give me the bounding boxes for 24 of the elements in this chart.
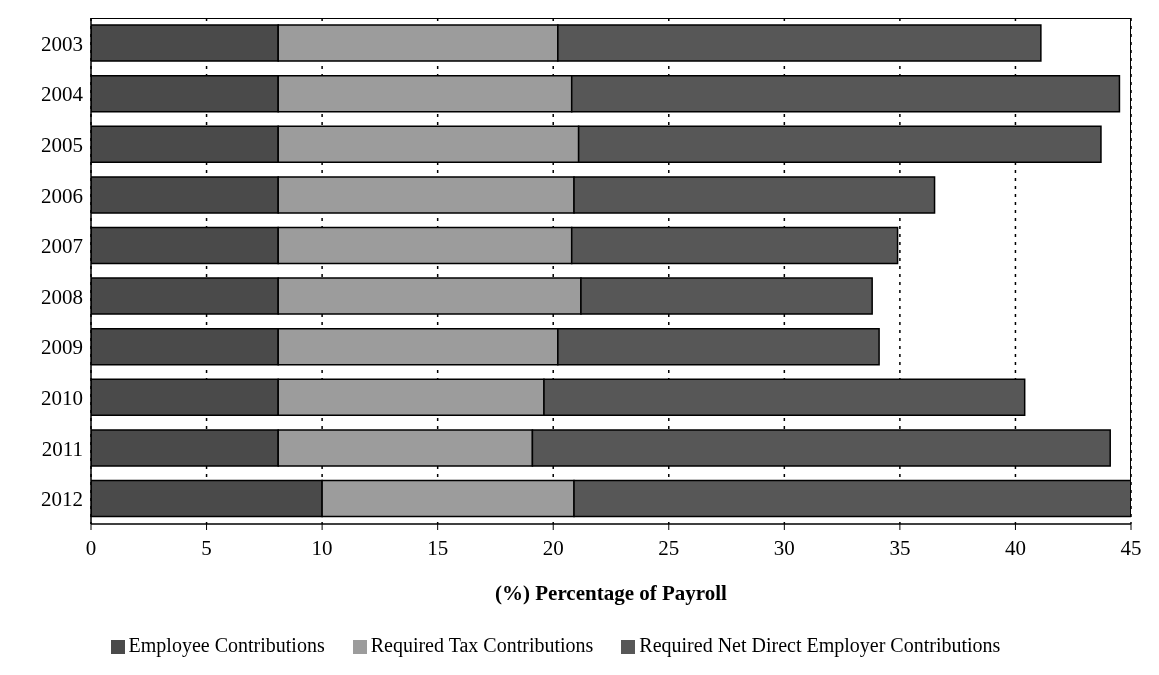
legend-label: Employee Contributions: [128, 634, 325, 656]
x-tick-label: 30: [773, 535, 795, 560]
y-tick-label: 2009: [41, 335, 83, 360]
x-tick-label: 0: [85, 535, 97, 560]
x-tick-label: 25: [658, 535, 680, 560]
y-tick-label: 2006: [41, 183, 83, 208]
x-tick-label: 15: [427, 535, 449, 560]
legend-label: Required Net Direct Employer Contributions: [639, 634, 1001, 656]
x-tick-label: 40: [1004, 535, 1026, 560]
x-tick-label: 10: [311, 535, 333, 560]
y-tick-label: 2003: [41, 31, 83, 56]
x-tick-label: 5: [201, 535, 212, 560]
y-tick-label: 2007: [41, 234, 83, 259]
y-tick-label: 2005: [41, 132, 83, 157]
x-axis-title: (%) Percentage of Payroll: [495, 581, 728, 605]
x-tick-label: 45: [1120, 535, 1142, 560]
legend-label: Required Tax Contributions: [370, 634, 594, 656]
y-tick-label: 2008: [41, 284, 83, 309]
y-tick-label: 2004: [41, 82, 84, 107]
y-tick-label: 2011: [41, 436, 83, 461]
y-tick-label: 2012: [41, 487, 83, 512]
x-tick-label: 35: [889, 535, 911, 560]
x-tick-label: 20: [542, 535, 564, 560]
y-tick-label: 2010: [41, 385, 83, 410]
